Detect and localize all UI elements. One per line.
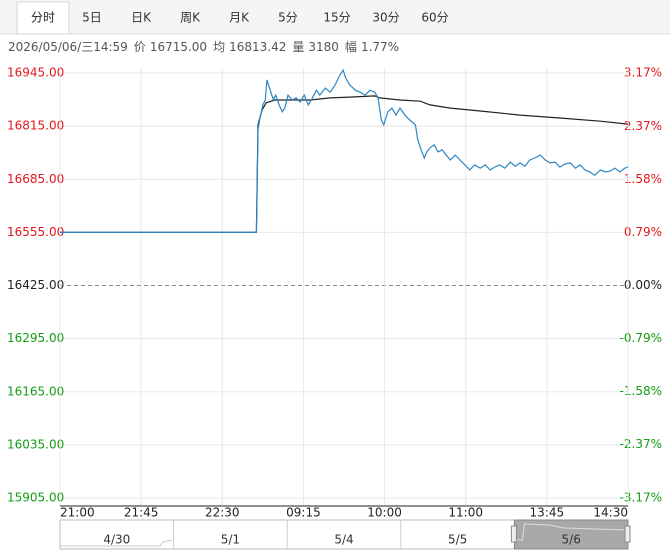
info-item: 2026/05/06/三14:59 <box>8 40 128 54</box>
y2-tick-label: -1.58% <box>620 384 662 398</box>
tab[interactable]: 30分 <box>372 11 399 25</box>
x-tick-label: 10:00 <box>367 506 402 520</box>
x-tick-label: 21:45 <box>124 506 159 520</box>
navigator-label[interactable]: 5/6 <box>562 533 581 547</box>
tab[interactable]: 5日 <box>82 11 102 25</box>
y-tick-label: 16555.00 <box>7 225 64 239</box>
navigator-label[interactable]: 5/5 <box>448 533 467 547</box>
tab[interactable]: 15分 <box>323 11 350 25</box>
x-tick-label: 11:00 <box>448 506 483 520</box>
x-tick-label: 13:45 <box>530 506 565 520</box>
x-tick-label: 22:30 <box>205 506 240 520</box>
y2-tick-label: 0.79% <box>624 225 662 239</box>
x-tick-label: 09:15 <box>286 506 321 520</box>
info-item: 幅 <box>345 39 357 54</box>
tab-bar <box>0 0 670 34</box>
info-item: 16715.00 <box>150 40 207 54</box>
tab[interactable]: 周K <box>180 11 201 25</box>
y2-tick-label: -2.37% <box>620 437 662 451</box>
y-tick-label: 16165.00 <box>7 384 64 398</box>
x-tick-label: 14:30 <box>593 506 628 520</box>
y-tick-label: 16945.00 <box>7 66 64 80</box>
series-line <box>60 95 629 233</box>
info-item: 量 <box>292 40 304 54</box>
y2-tick-label: 1.58% <box>624 172 662 186</box>
navigator-handle[interactable] <box>510 525 517 543</box>
tab[interactable]: 月K <box>229 11 250 25</box>
active-tab <box>16 1 70 35</box>
y-tick-label: 16035.00 <box>7 437 64 451</box>
series-line <box>60 68 629 233</box>
y-tick-label: 16815.00 <box>7 119 64 133</box>
y2-tick-label: -3.17% <box>620 491 662 505</box>
info-item: 均 <box>213 40 225 54</box>
info-item: 1.77% <box>361 40 399 54</box>
info-item: 价 <box>134 40 146 54</box>
y-tick-label: 16425.00 <box>7 278 64 292</box>
navigator-line <box>514 523 629 541</box>
info-item: 3180 <box>308 40 339 54</box>
info-line: 2026/05/06/三14:59 价 16715.00 均 16813.42 量 3180… <box>8 39 399 54</box>
y-tick-label: 16295.00 <box>7 331 64 345</box>
y2-tick-label: -0.79% <box>620 331 662 345</box>
y2-tick-label: 2.37% <box>624 119 662 133</box>
navigator-line <box>60 539 173 547</box>
tab[interactable]: 分时 <box>31 11 55 25</box>
y-tick-label: 15905.00 <box>7 491 64 505</box>
tab[interactable]: 日K <box>131 11 152 25</box>
navigator-label[interactable]: 5/4 <box>334 533 353 547</box>
tab[interactable]: 60分 <box>421 11 448 25</box>
navigator-handle[interactable] <box>624 525 631 543</box>
y2-tick-label: 3.17% <box>624 66 662 80</box>
tab[interactable]: 5分 <box>278 11 298 25</box>
info-item: 16813.42 <box>229 40 286 54</box>
navigator-label[interactable]: 4/30 <box>103 533 130 547</box>
y2-tick-label: 0.00% <box>624 278 662 292</box>
y-tick-label: 16685.00 <box>7 172 64 186</box>
navigator-label[interactable]: 5/1 <box>221 533 240 547</box>
x-tick-label: 21:00 <box>60 506 95 520</box>
